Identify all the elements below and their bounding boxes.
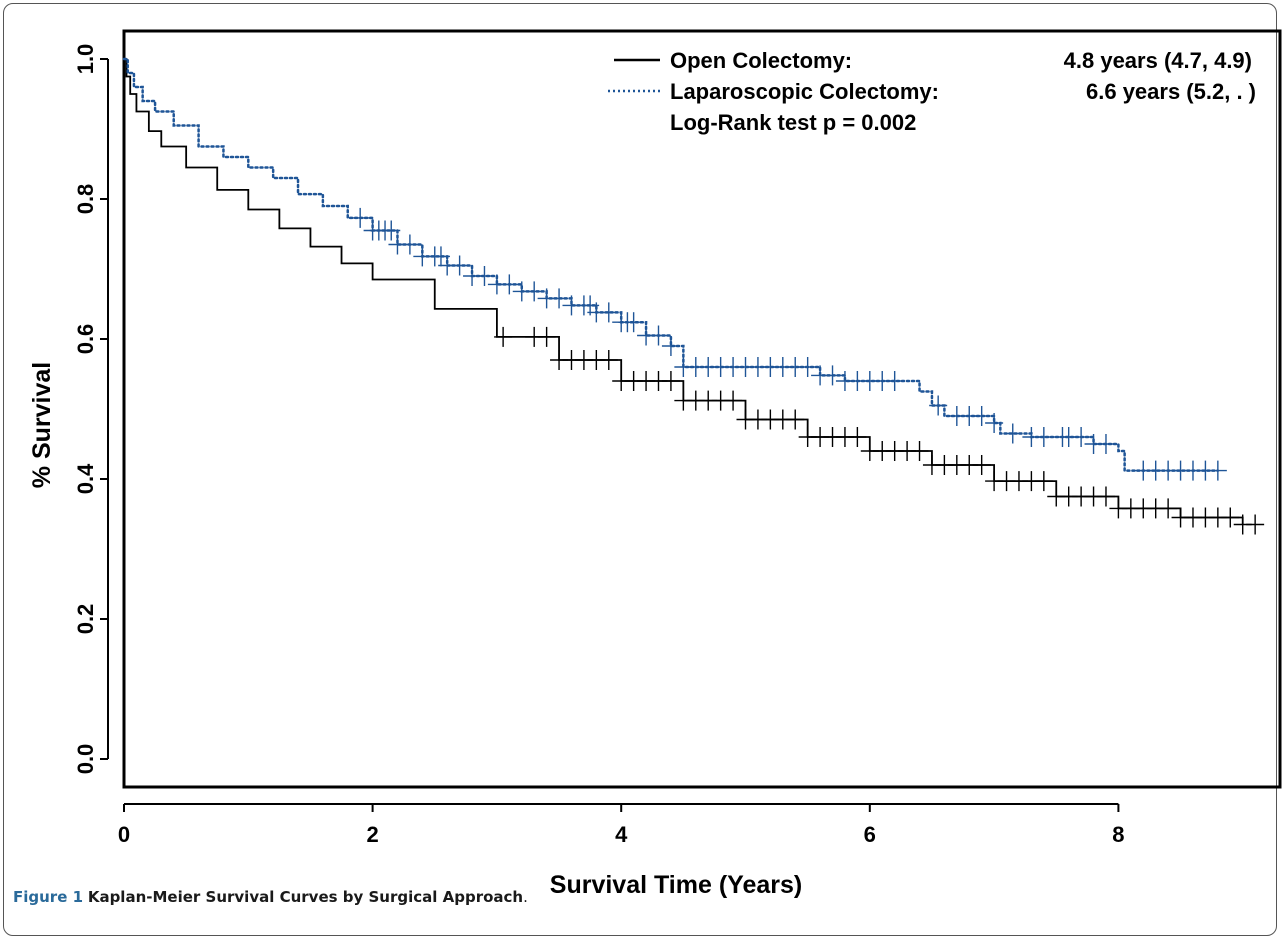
x-axis-title: Survival Time (Years) [550,871,802,899]
y-axis: 0.0 0.2 0.4 0.6 0.8 1.0 [73,44,109,775]
figure-caption: Figure 1 Kaplan-Meier Survival Curves by… [13,888,528,906]
y-tick-label-0: 0.0 [73,744,98,775]
caption-title: Kaplan-Meier Survival Curves by Surgical… [87,888,524,906]
legend-median-laparoscopic: 6.6 years (5.2, . ) [1086,79,1256,104]
x-tick-label-3: 6 [864,822,876,847]
series-layer [122,57,1265,535]
x-tick-label-0: 0 [118,822,130,847]
y-tick-label-5: 1.0 [73,44,98,75]
logrank-annotation: Log-Rank test p = 0.002 [670,110,916,135]
legend-label-open: Open Colectomy: [670,48,852,73]
y-tick-label-1: 0.2 [73,604,98,635]
legend: Open Colectomy: 4.8 years (4.7, 4.9) Lap… [608,48,1256,135]
x-tick-label-2: 4 [615,822,628,847]
legend-label-laparoscopic: Laparoscopic Colectomy: [670,79,939,104]
figure-frame [3,3,1277,936]
caption-label: Figure 1 [13,888,84,906]
x-axis: 0 2 4 6 8 [118,803,1125,847]
y-axis-title: % Survival [28,362,56,488]
y-tick-label-2: 0.4 [73,463,98,494]
legend-median-open: 4.8 years (4.7, 4.9) [1064,48,1252,73]
y-tick-label-3: 0.6 [73,324,98,355]
x-tick-label-4: 8 [1112,822,1124,847]
x-tick-label-1: 2 [366,822,378,847]
caption-period: . [523,888,528,906]
series-line-0 [124,58,1244,525]
y-tick-label-4: 0.8 [73,184,98,215]
plot-frame [122,29,1282,789]
